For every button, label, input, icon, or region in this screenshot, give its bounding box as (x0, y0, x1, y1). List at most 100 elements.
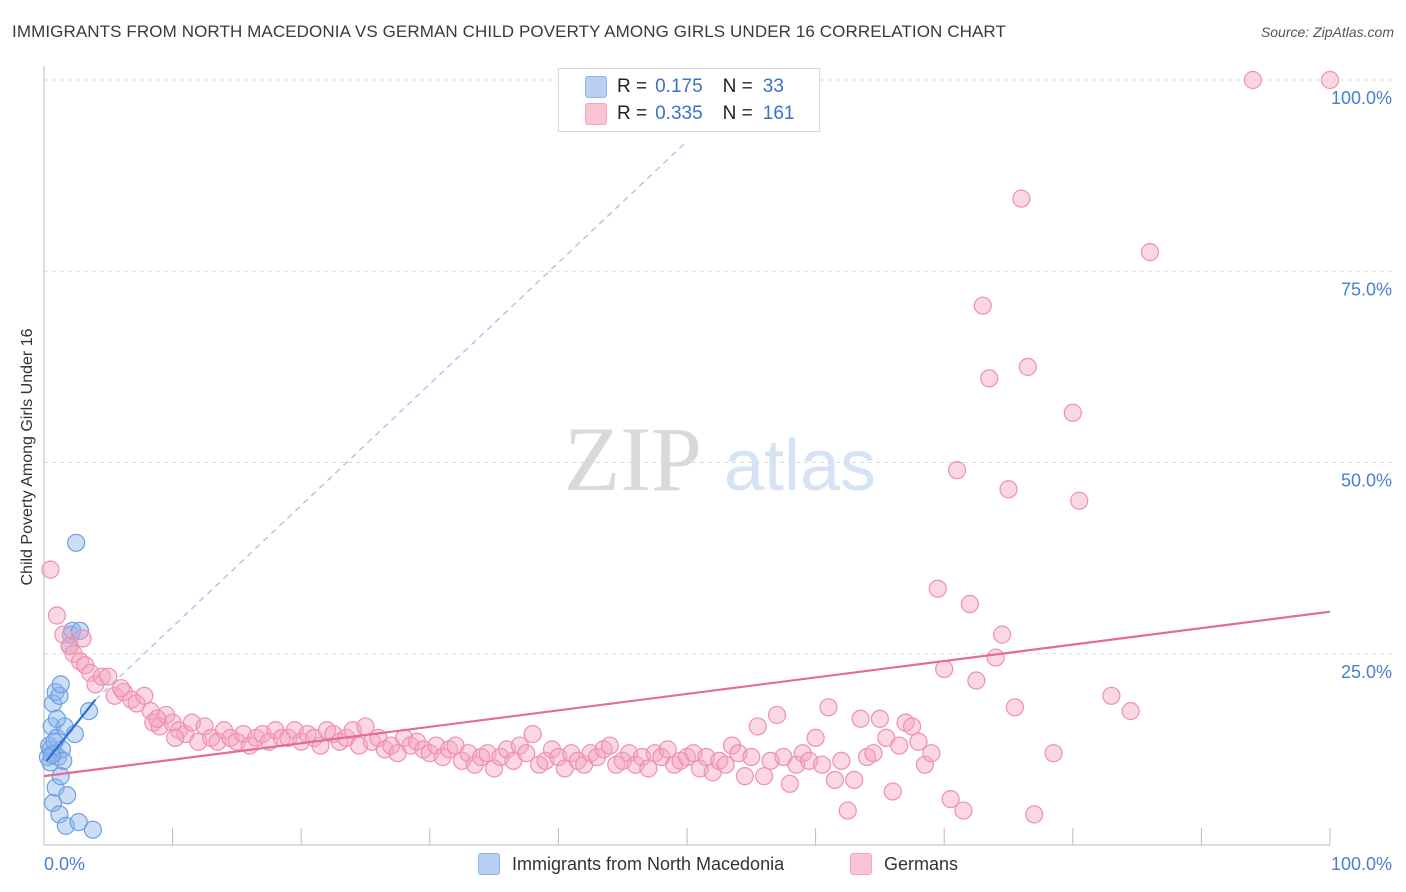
y-tick-label: 100.0% (1331, 88, 1392, 108)
legend-swatch-blue (585, 76, 607, 98)
germans-point (166, 728, 185, 748)
germans-point (127, 694, 146, 713)
legend-row-north-macedonia: R = 0.175 N = 33 (585, 74, 784, 100)
legend-n-value: 161 (762, 103, 795, 124)
legend-r-value: 0.335 (655, 103, 703, 124)
germans-point (980, 369, 999, 388)
germans-point (986, 648, 1005, 667)
germans-point (1070, 491, 1089, 510)
germans-point (523, 724, 542, 744)
legend: R = 0.175 N = 33 R = 0.335 N = 161 (558, 68, 820, 132)
source-label: Source: ZipAtlas.com (1260, 24, 1394, 40)
germans-point (748, 717, 767, 736)
germans-point (195, 717, 214, 736)
germans-point (1044, 744, 1063, 763)
germans-point (639, 759, 658, 778)
legend-n-label: N = (722, 76, 753, 97)
germans-point (941, 789, 960, 809)
germans-point (812, 755, 832, 774)
germans-point (92, 667, 111, 686)
north-macedonia-trend-line (45, 698, 97, 762)
germans-point (960, 594, 980, 614)
north-macedonia-point (69, 812, 88, 832)
germans-point (870, 709, 890, 728)
y-tick-label: 25.0% (1341, 662, 1392, 682)
germans-point (845, 770, 864, 790)
north-macedonia-point (45, 732, 64, 751)
germans-point (890, 736, 909, 755)
germans-point (838, 801, 857, 820)
germans-point (947, 461, 967, 480)
north-macedonia-point (79, 702, 99, 721)
chart-title: IMMIGRANTS FROM NORTH MACEDONIA VS GERMA… (12, 22, 1006, 41)
germans-point (851, 709, 870, 728)
germans-point (148, 709, 167, 728)
north-macedonia-point (47, 709, 66, 728)
axes (43, 66, 1331, 846)
x-tick-label: 100.0% (1331, 854, 1392, 874)
germans-point (755, 767, 774, 786)
germans-point (819, 698, 838, 717)
north-macedonia-point (51, 767, 70, 786)
tick-labels: 100.0% 75.0% 50.0% 25.0% 0.0% 100.0% (44, 88, 1392, 874)
y-tick-label: 50.0% (1341, 471, 1392, 491)
bottom-legend-label: Germans (884, 853, 959, 874)
germans-point (41, 560, 60, 579)
legend-n-label: N = (722, 103, 753, 124)
legend-swatch-pink (585, 103, 607, 125)
germans-point (1063, 403, 1082, 422)
bottom-legend-label: Immigrants from North Macedonia (512, 853, 785, 874)
watermark-zip: ZIP (564, 408, 702, 510)
germans-point (112, 679, 131, 698)
germans-point (832, 751, 851, 770)
germans-point (902, 717, 922, 736)
watermark-atlas: atlas (724, 426, 876, 506)
legend-row-germans: R = 0.335 N = 161 (585, 101, 794, 127)
series-germans (41, 70, 1340, 824)
legend-r-label: R = (617, 76, 648, 97)
germans-point (517, 744, 536, 763)
y-tick-label: 75.0% (1341, 279, 1392, 299)
germans-point (716, 755, 735, 774)
trend-lines (43, 140, 1331, 778)
germans-trend-line (43, 610, 1331, 778)
germans-point (658, 740, 677, 759)
germans-point (1121, 702, 1140, 721)
bottom-legend-germans: Germans (850, 852, 958, 876)
germans-point (806, 728, 825, 748)
germans-point (973, 296, 992, 315)
legend-r-label: R = (617, 103, 648, 124)
germans-point (73, 629, 92, 648)
germans-point (1025, 805, 1044, 824)
germans-point (1140, 243, 1160, 262)
north-macedonia-point (67, 533, 86, 552)
germans-point (999, 480, 1018, 499)
germans-point (935, 659, 954, 679)
legend-n-value: 33 (762, 76, 784, 97)
legend-r-value: 0.175 (655, 76, 703, 97)
north-macedonia-point (51, 675, 70, 694)
germans-point (735, 767, 754, 786)
germans-point (1018, 357, 1037, 376)
germans-point (47, 606, 66, 625)
germans-point (780, 774, 799, 793)
germans-point (1243, 70, 1262, 90)
germans-point (1320, 70, 1340, 90)
germans-point (915, 755, 935, 774)
germans-point (825, 770, 844, 790)
germans-point (967, 671, 986, 690)
bottom-legend-north-macedonia: Immigrants from North Macedonia (478, 852, 784, 876)
germans-point (928, 579, 947, 598)
germans-point (742, 747, 761, 767)
north-macedonia-point (50, 805, 69, 824)
germans-point (909, 732, 928, 751)
germans-point (883, 782, 902, 801)
gridlines (44, 79, 1392, 655)
north-macedonia-point (63, 621, 82, 640)
bottom-legend-swatch-pink (850, 853, 872, 875)
north-macedonia-point (54, 751, 73, 770)
germans-point (99, 667, 118, 686)
north-macedonia-point (83, 820, 102, 839)
germans-point (864, 744, 883, 763)
